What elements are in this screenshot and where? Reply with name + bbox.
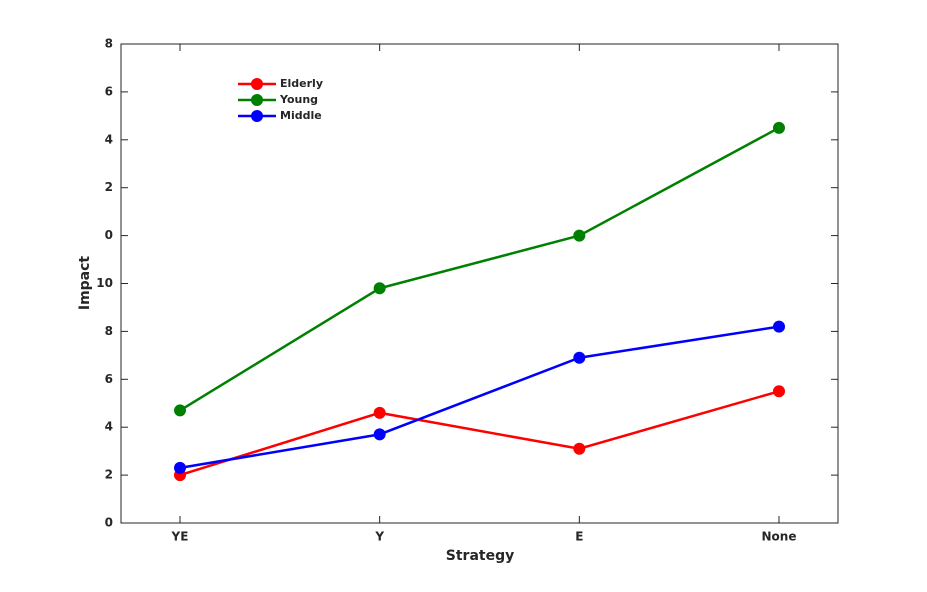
data-point bbox=[773, 320, 785, 333]
series-line bbox=[179, 325, 780, 470]
y-tick-label: 0 bbox=[105, 516, 113, 530]
x-tick-label: E bbox=[575, 530, 583, 544]
data-point bbox=[174, 461, 186, 474]
legend-marker bbox=[251, 94, 263, 106]
x-tick-label: Y bbox=[374, 530, 384, 544]
y-tick-label: 4 bbox=[105, 132, 113, 146]
data-point bbox=[373, 406, 386, 419]
y-tick-label: 2 bbox=[105, 180, 113, 194]
x-tick-label: None bbox=[762, 530, 797, 544]
x-axis-label: Strategy bbox=[446, 548, 514, 564]
legend-label: Elderly bbox=[280, 77, 323, 90]
legend-marker bbox=[251, 78, 263, 90]
plot-frame bbox=[120, 43, 839, 524]
y-tick-label: 0 bbox=[105, 228, 113, 242]
y-tick-label: 6 bbox=[105, 84, 113, 98]
series-line bbox=[179, 126, 780, 412]
series-line bbox=[179, 390, 780, 477]
data-point bbox=[373, 282, 386, 295]
x-tick-label: YE bbox=[171, 530, 189, 544]
legend-label: Middle bbox=[280, 109, 322, 122]
y-tick-label: 8 bbox=[105, 37, 113, 51]
y-axis-label: Impact bbox=[77, 256, 93, 311]
data-point bbox=[573, 351, 586, 364]
legend-marker bbox=[251, 110, 263, 122]
y-tick-label: 2 bbox=[105, 468, 113, 482]
y-tick-label: 8 bbox=[105, 324, 113, 338]
data-point bbox=[373, 428, 386, 441]
y-tick-label: 6 bbox=[105, 372, 113, 386]
y-tick-label: 4 bbox=[105, 420, 113, 434]
data-point bbox=[573, 229, 586, 242]
data-point bbox=[773, 121, 785, 134]
y-tick-label: 10 bbox=[96, 276, 113, 290]
data-point bbox=[773, 385, 785, 398]
legend-label: Young bbox=[279, 93, 318, 106]
data-point bbox=[573, 442, 586, 455]
data-point bbox=[174, 404, 186, 417]
